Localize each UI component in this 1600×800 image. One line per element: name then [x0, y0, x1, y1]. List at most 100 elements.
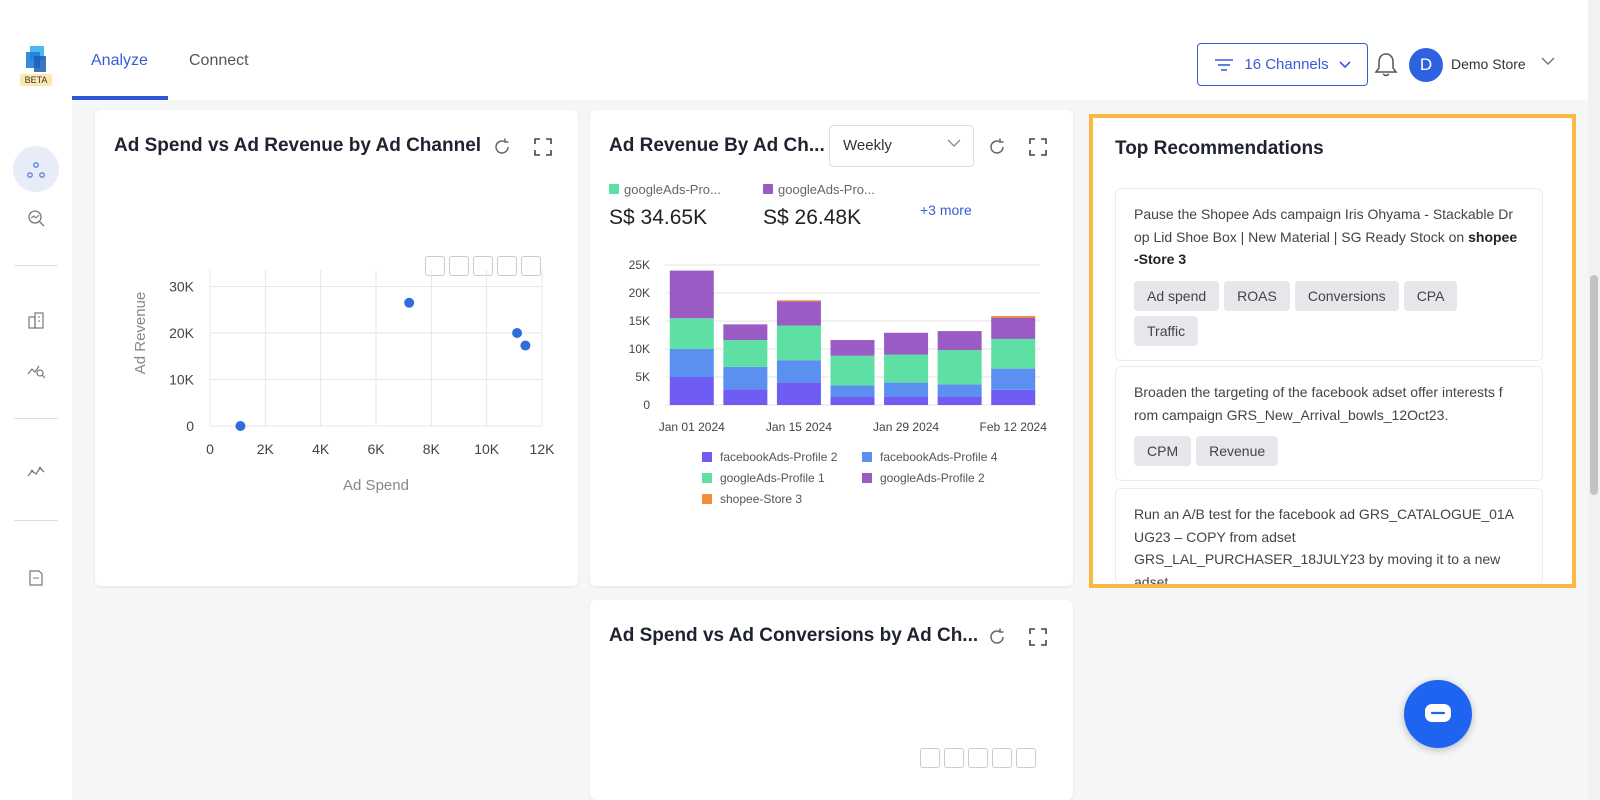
kpi-value: S$ 34.65K: [609, 206, 708, 229]
zoom-out-icon[interactable]: [944, 748, 964, 768]
metric-tag[interactable]: Revenue: [1196, 436, 1279, 466]
bar-segment: [830, 340, 875, 356]
period-value: Weekly: [843, 137, 892, 154]
chart-zoom-toolbar[interactable]: [425, 256, 541, 276]
store-name[interactable]: Demo Store: [1451, 56, 1526, 72]
x-tick-label: 4K: [312, 441, 330, 457]
chevron-down-icon: [947, 139, 961, 147]
metric-tag[interactable]: CPA: [1403, 280, 1458, 311]
store-chevron-down-icon[interactable]: [1541, 56, 1555, 66]
sidebar-divider: [14, 418, 58, 419]
analytics-line-icon[interactable]: [24, 460, 48, 484]
card-title: Ad Spend vs Ad Conversions by Ad Ch...: [609, 625, 979, 646]
bar-segment: [669, 377, 714, 405]
legend-swatch: [702, 452, 712, 462]
refresh-icon[interactable]: [492, 137, 512, 157]
bar-segment: [830, 396, 875, 405]
legend-label: googleAds-Profile 1: [720, 471, 825, 485]
expand-icon[interactable]: [1028, 137, 1048, 157]
filter-icon: [1215, 58, 1234, 71]
period-select[interactable]: Weekly: [829, 125, 974, 167]
legend-swatch: [609, 184, 619, 194]
selection-zoom-icon[interactable]: [497, 256, 517, 276]
building-icon[interactable]: [24, 308, 48, 332]
bar-segment: [884, 396, 929, 405]
zoom-out-icon[interactable]: [449, 256, 469, 276]
x-tick-label: 10K: [474, 441, 500, 457]
reset-zoom-icon[interactable]: [473, 256, 493, 276]
recommendation-card[interactable]: Pause the Shopee Ads campaign Iris Ohyam…: [1115, 188, 1543, 361]
bar-segment: [776, 382, 821, 405]
sidebar: [0, 100, 72, 800]
ad-revenue-channel-card: Ad Revenue By Ad Ch... googleAds-Pro... …: [590, 110, 1073, 586]
refresh-icon[interactable]: [987, 627, 1007, 647]
zoom-in-icon[interactable]: [425, 256, 445, 276]
expand-icon[interactable]: [533, 137, 553, 157]
kpi-label: googleAds-Pro...: [609, 182, 721, 197]
legend-swatch: [702, 473, 712, 483]
pan-icon[interactable]: [1016, 748, 1036, 768]
recommendation-card[interactable]: Run an A/B test for the facebook ad GRS_…: [1115, 488, 1543, 584]
expand-icon[interactable]: [1028, 627, 1048, 647]
metric-tag[interactable]: Traffic: [1134, 315, 1199, 346]
scrollbar-thumb[interactable]: [1590, 275, 1598, 495]
zoom-in-icon[interactable]: [920, 748, 940, 768]
tab-connect[interactable]: Connect: [189, 52, 249, 69]
trend-search-icon[interactable]: [24, 358, 48, 382]
chart-zoom-toolbar[interactable]: [920, 748, 1036, 768]
bar-segment: [937, 384, 982, 397]
kpi-value: S$ 26.48K: [763, 206, 862, 229]
kpi-label-text: googleAds-Pro...: [778, 182, 875, 197]
metric-tag[interactable]: CPM: [1134, 436, 1192, 466]
x-tick-label: 12K: [530, 441, 556, 457]
tab-analyze[interactable]: Analyze: [91, 52, 148, 69]
top-recommendations-panel: Top Recommendations Pause the Shopee Ads…: [1089, 114, 1576, 588]
sidebar-active-indicator: [13, 146, 59, 192]
sidebar-divider: [14, 265, 58, 266]
search-insights-icon[interactable]: [24, 206, 48, 230]
bar-segment: [723, 366, 768, 390]
active-tab-indicator: [72, 96, 168, 100]
x-tick-label: 2K: [257, 441, 275, 457]
bar-segment: [669, 349, 714, 377]
metric-tag[interactable]: ROAS: [1224, 280, 1290, 311]
bar-segment: [884, 382, 929, 397]
beta-badge: BETA: [20, 74, 52, 86]
notification-bell-icon[interactable]: [1374, 52, 1398, 78]
x-tick-label: 0: [206, 441, 214, 457]
y-tick-label: 10K: [629, 342, 650, 356]
selection-zoom-icon[interactable]: [992, 748, 1012, 768]
recommendation-text-body: Pause the Shopee Ads campaign Iris Ohyam…: [1134, 206, 1513, 245]
user-avatar[interactable]: D: [1409, 48, 1443, 82]
bar-segment: [723, 340, 768, 367]
app-logo[interactable]: BETA: [20, 44, 52, 90]
scatter-point: [235, 421, 246, 431]
pan-icon[interactable]: [521, 256, 541, 276]
ad-spend-revenue-card: Ad Spend vs Ad Revenue by Ad Channel 0 10…: [95, 110, 578, 586]
reset-zoom-icon[interactable]: [968, 748, 988, 768]
legend-label: facebookAds-Profile 2: [720, 450, 838, 464]
legend-swatch: [763, 184, 773, 194]
recommendation-text: Broaden the targeting of the facebook ad…: [1134, 384, 1503, 423]
dashboard-icon[interactable]: [24, 158, 48, 182]
y-axis-label: Ad Revenue: [132, 292, 149, 375]
bar-segment: [776, 301, 821, 326]
chat-button[interactable]: [1404, 680, 1472, 748]
metric-tag[interactable]: Ad spend: [1134, 280, 1220, 311]
bar-segment: [723, 324, 768, 341]
bar-segment: [937, 331, 982, 351]
document-icon[interactable]: [24, 566, 48, 590]
x-tick-label: Jan 15 2024: [766, 420, 832, 434]
y-tick-label: 15K: [629, 314, 650, 328]
bar-segment: [776, 360, 821, 383]
recommendation-card[interactable]: Broaden the targeting of the facebook ad…: [1115, 366, 1543, 481]
channels-filter-button[interactable]: 16 Channels: [1197, 43, 1368, 86]
bar-segment: [884, 354, 929, 383]
refresh-icon[interactable]: [987, 137, 1007, 157]
y-tick-label: 10K: [169, 372, 195, 388]
scatter-point: [520, 340, 531, 351]
x-tick-label: Jan 29 2024: [873, 420, 939, 434]
metric-tag[interactable]: Conversions: [1294, 280, 1399, 311]
more-channels-link[interactable]: +3 more: [920, 202, 972, 218]
bar-segment: [723, 389, 768, 405]
